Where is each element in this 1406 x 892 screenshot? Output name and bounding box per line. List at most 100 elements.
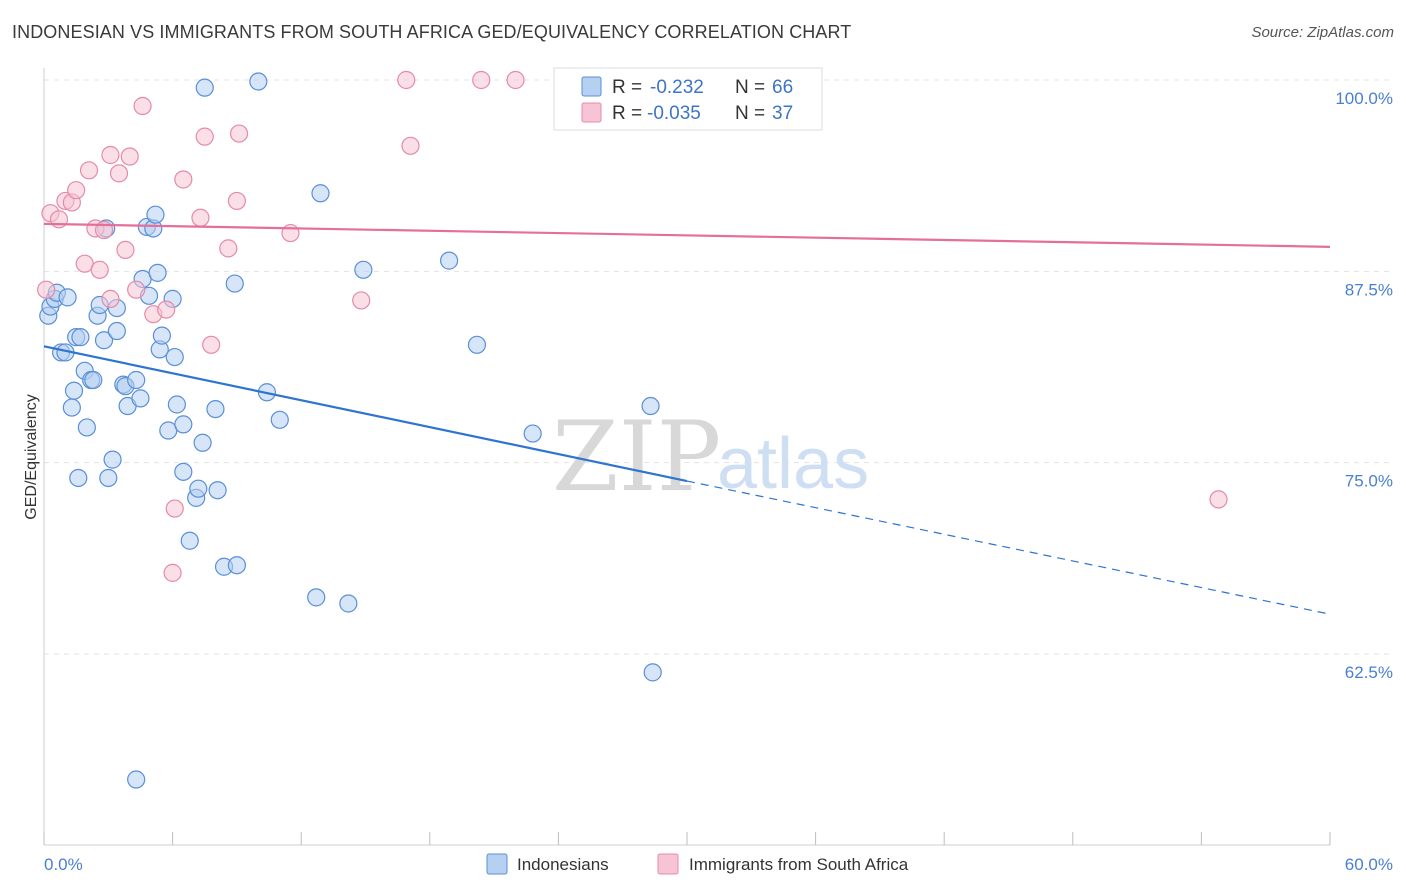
- data-point-indonesians: [107, 321, 126, 341]
- data-point-south-africa: [397, 70, 416, 90]
- data-point-indonesians: [641, 396, 660, 416]
- stats-n-value-1: 66: [772, 77, 793, 98]
- data-point-south-africa: [37, 280, 56, 299]
- stats-swatch-blue: [581, 76, 602, 97]
- stats-n-label-2: N =: [735, 103, 765, 124]
- data-point-indonesians: [307, 588, 326, 607]
- data-point-indonesians: [165, 347, 184, 367]
- trend-lines: [43, 222, 1331, 615]
- data-point-indonesians: [131, 389, 150, 408]
- data-point-indonesians: [189, 479, 208, 498]
- data-point-south-africa: [90, 260, 109, 279]
- legend-label-south-africa: Immigrants from South Africa: [689, 855, 909, 874]
- data-point-south-africa: [227, 191, 246, 211]
- trend-line-indonesians: [43, 345, 688, 483]
- data-point-indonesians: [467, 335, 487, 354]
- data-point-indonesians: [208, 481, 227, 500]
- stats-n-label-1: N =: [735, 77, 765, 98]
- series-indonesians-points: [39, 72, 662, 789]
- stats-r-label-2: R =: [612, 103, 642, 124]
- data-point-indonesians: [249, 72, 268, 91]
- stats-r-value-1: -0.232: [650, 77, 704, 98]
- watermark-atlas: atlas: [717, 424, 869, 504]
- data-point-indonesians: [62, 398, 81, 417]
- data-point-indonesians: [127, 370, 146, 390]
- chart-title: INDONESIAN VS IMMIGRANTS FROM SOUTH AFRI…: [12, 22, 852, 42]
- legend-swatch-indonesians: [486, 853, 508, 875]
- data-point-south-africa: [67, 181, 86, 200]
- watermark-zip: ZIP: [552, 401, 721, 513]
- data-point-indonesians: [152, 326, 171, 345]
- gridlines: [44, 79, 1392, 655]
- stats-swatch-pink: [581, 102, 602, 123]
- data-point-south-africa: [116, 240, 135, 260]
- x-tick-label-min: 0.0%: [44, 855, 83, 874]
- data-point-south-africa: [472, 70, 491, 90]
- data-point-indonesians: [99, 468, 118, 488]
- bottom-legend: Indonesians Immigrants from South Africa: [486, 853, 909, 875]
- data-point-south-africa: [127, 280, 146, 299]
- data-point-south-africa: [219, 239, 238, 258]
- data-point-south-africa: [1209, 490, 1228, 509]
- legend-swatch-south-africa: [657, 853, 679, 875]
- trend-line-south-africa: [43, 222, 1331, 248]
- chart-source: Source: ZipAtlas.com: [1251, 24, 1394, 41]
- data-point-south-africa: [101, 145, 120, 165]
- stats-r-label-1: R =: [612, 77, 642, 98]
- data-point-south-africa: [79, 161, 99, 180]
- data-point-indonesians: [180, 531, 199, 550]
- data-point-south-africa: [157, 300, 176, 319]
- data-point-indonesians: [174, 415, 193, 434]
- trend-line-indonesians-extension: [686, 480, 1331, 615]
- data-point-indonesians: [148, 263, 167, 282]
- data-point-south-africa: [165, 499, 184, 518]
- data-point-indonesians: [354, 260, 373, 279]
- y-axis-title: GED/Equivalency: [23, 394, 40, 519]
- data-point-indonesians: [69, 468, 88, 488]
- data-point-indonesians: [193, 433, 212, 452]
- data-point-indonesians: [227, 556, 246, 575]
- data-point-indonesians: [339, 594, 358, 613]
- data-point-indonesians: [167, 395, 186, 414]
- stats-r-value-2: -0.035: [647, 103, 701, 124]
- data-point-indonesians: [94, 331, 114, 350]
- data-point-indonesians: [206, 399, 225, 419]
- data-point-indonesians: [523, 424, 542, 443]
- legend-label-indonesians: Indonesians: [517, 855, 609, 874]
- y-tick-label: 87.5%: [1345, 280, 1393, 299]
- data-point-south-africa: [163, 563, 182, 582]
- y-tick-label: 75.0%: [1345, 472, 1393, 491]
- data-point-south-africa: [195, 127, 214, 146]
- y-tick-label: 62.5%: [1345, 663, 1393, 682]
- data-point-indonesians: [643, 663, 662, 682]
- data-point-indonesians: [270, 410, 289, 429]
- data-point-indonesians: [127, 770, 146, 789]
- data-point-indonesians: [195, 78, 214, 97]
- data-point-south-africa: [401, 136, 420, 155]
- data-point-south-africa: [229, 124, 249, 143]
- data-point-indonesians: [58, 288, 77, 307]
- data-point-indonesians: [174, 462, 193, 481]
- data-point-south-africa: [174, 170, 193, 189]
- x-axis-ticks: [43, 832, 1331, 845]
- data-point-south-africa: [506, 70, 525, 90]
- stats-n-value-2: 37: [772, 103, 793, 124]
- data-point-indonesians: [146, 205, 165, 224]
- data-point-south-africa: [109, 164, 129, 183]
- data-point-south-africa: [202, 335, 221, 354]
- data-point-indonesians: [77, 418, 96, 437]
- data-point-indonesians: [311, 184, 330, 203]
- data-point-indonesians: [64, 381, 84, 400]
- data-point-indonesians: [439, 251, 459, 270]
- data-point-south-africa: [120, 147, 139, 166]
- x-tick-label-max: 60.0%: [1345, 855, 1393, 874]
- data-point-south-africa: [352, 291, 371, 310]
- data-point-south-africa: [191, 208, 210, 227]
- data-point-south-africa: [101, 289, 120, 308]
- y-tick-label: 100.0%: [1335, 89, 1393, 108]
- data-point-indonesians: [103, 450, 122, 469]
- data-point-indonesians: [71, 328, 90, 347]
- stats-legend-box: R = -0.232 N = 66 R = -0.035 N = 37: [553, 67, 823, 131]
- data-point-indonesians: [84, 370, 103, 390]
